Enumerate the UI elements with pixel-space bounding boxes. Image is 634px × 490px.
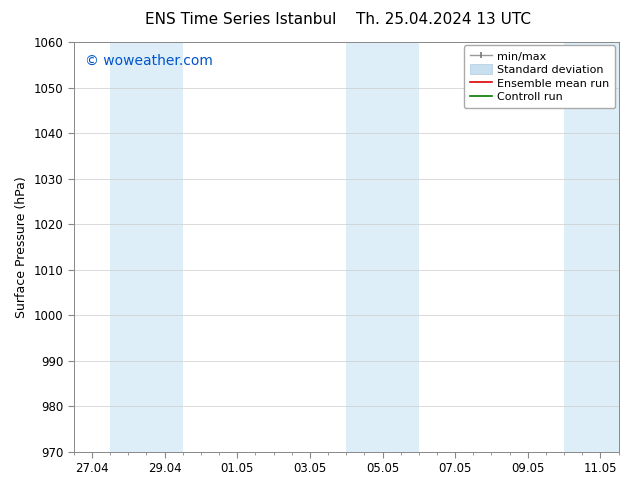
Text: Th. 25.04.2024 13 UTC: Th. 25.04.2024 13 UTC [356, 12, 531, 27]
Text: ENS Time Series Istanbul: ENS Time Series Istanbul [145, 12, 337, 27]
Bar [110, 42, 183, 452]
Text: © woweather.com: © woweather.com [84, 54, 212, 68]
Bar [346, 42, 419, 452]
Bar [564, 42, 619, 452]
Y-axis label: Surface Pressure (hPa): Surface Pressure (hPa) [15, 176, 28, 318]
Legend: min/max, Standard deviation, Ensemble mean run, Controll run: min/max, Standard deviation, Ensemble me… [464, 46, 615, 108]
